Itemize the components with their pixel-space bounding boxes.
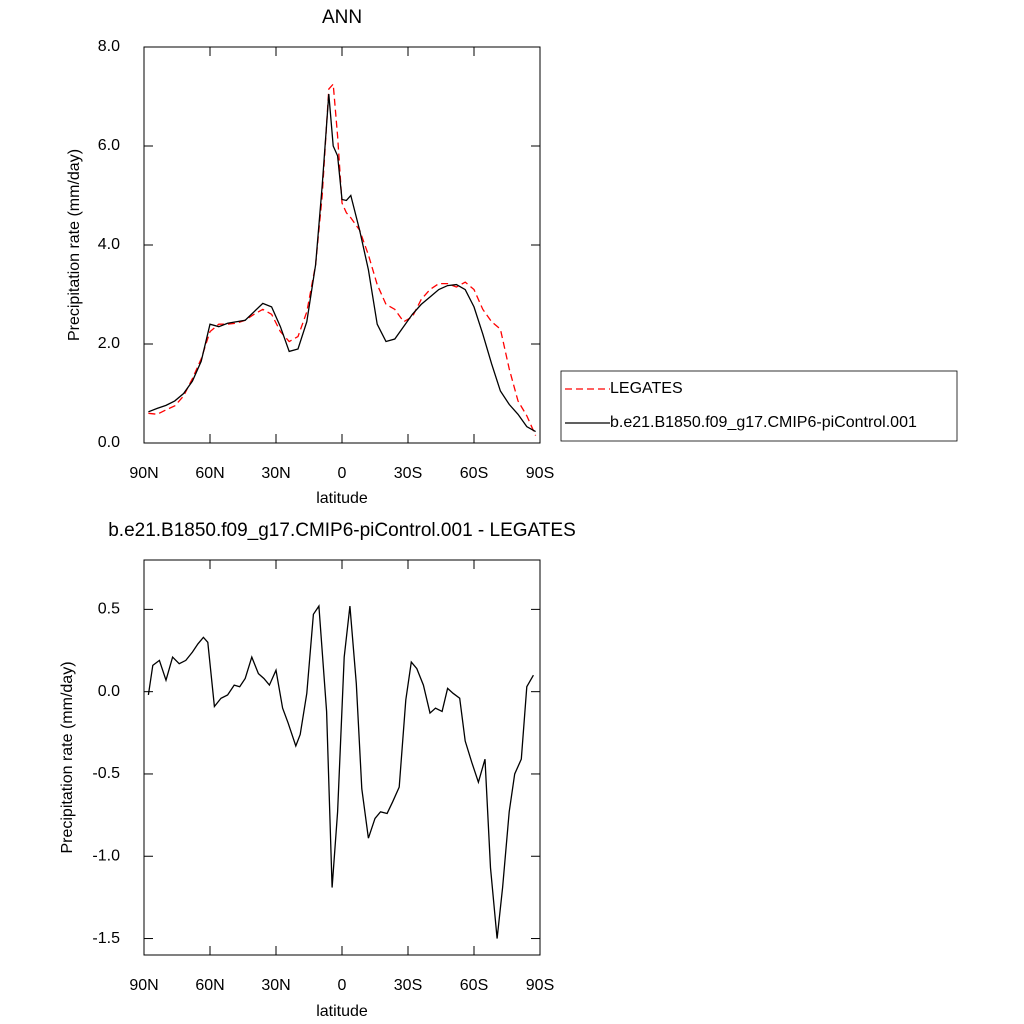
x-tick-label: 60N <box>195 977 224 994</box>
legend-label: b.e21.B1850.f09_g17.CMIP6-piControl.001 <box>610 414 917 431</box>
y-tick-label: -0.5 <box>92 765 120 782</box>
x-tick-label: 30S <box>394 465 422 482</box>
y-tick-label: 6.0 <box>98 137 120 154</box>
y-tick-label: 0.0 <box>98 683 120 700</box>
chart-title: ANN <box>322 7 362 28</box>
y-axis-label: Precipitation rate (mm/day) <box>66 149 83 341</box>
x-tick-label: 0 <box>338 977 347 994</box>
x-tick-label: 30S <box>394 977 422 994</box>
data-line <box>148 82 537 436</box>
legend-label: LEGATES <box>610 380 683 397</box>
x-tick-label: 30N <box>261 977 290 994</box>
y-tick-label: 0.0 <box>98 434 120 451</box>
chart-title: b.e21.B1850.f09_g17.CMIP6-piControl.001 … <box>108 520 576 541</box>
x-axis-label: latitude <box>316 1003 368 1020</box>
y-tick-label: 4.0 <box>98 236 120 253</box>
x-tick-label: 90S <box>526 977 554 994</box>
plot-frame <box>143 559 541 956</box>
data-line <box>147 604 534 939</box>
x-tick-label: 90N <box>129 977 158 994</box>
x-tick-label: 60S <box>460 977 488 994</box>
legend-box <box>560 370 958 442</box>
x-axis-label: latitude <box>316 490 368 507</box>
y-axis-label: Precipitation rate (mm/day) <box>59 661 76 853</box>
y-tick-label: -1.5 <box>92 930 120 947</box>
x-tick-label: 0 <box>338 465 347 482</box>
x-tick-label: 60N <box>195 465 224 482</box>
plot-frame <box>143 46 541 444</box>
y-tick-label: 8.0 <box>98 38 120 55</box>
x-tick-label: 90S <box>526 465 554 482</box>
y-tick-label: 0.5 <box>98 601 120 618</box>
x-tick-label: 90N <box>129 465 158 482</box>
data-line <box>148 93 536 433</box>
x-tick-label: 30N <box>261 465 290 482</box>
x-tick-label: 60S <box>460 465 488 482</box>
y-tick-label: -1.0 <box>92 847 120 864</box>
y-tick-label: 2.0 <box>98 335 120 352</box>
